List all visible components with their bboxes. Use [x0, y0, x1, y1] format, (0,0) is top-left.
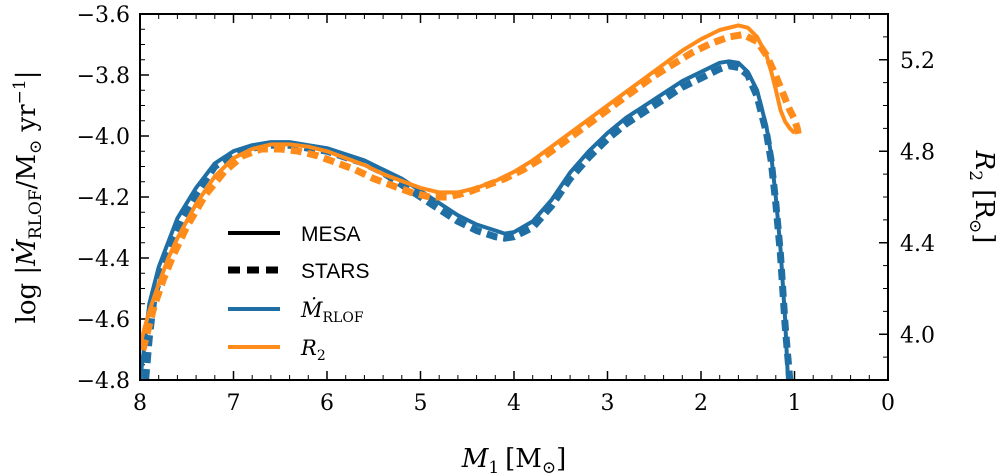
- x-tick-label: 1: [788, 391, 802, 416]
- y-left-tick-label: −3.8: [77, 64, 130, 89]
- x-tick-label: 5: [414, 391, 428, 416]
- series-line-3: [140, 31, 803, 352]
- y-axis-left-title: log |ṀRLOF/M⊙ yr−1|: [10, 71, 46, 324]
- x-tick-label: 6: [320, 391, 334, 416]
- plot-frame: [139, 13, 889, 381]
- x-tick-label: 7: [227, 391, 241, 416]
- y-left-tick-label: −4.4: [77, 247, 130, 272]
- y-left-tick-label: −3.6: [77, 3, 130, 28]
- legend-label-stars: STARS: [301, 260, 369, 283]
- y-axis-right-title: R2 [R⊙]: [965, 150, 999, 244]
- legend-label-r2: R2: [300, 336, 326, 364]
- x-tick-label: 3: [601, 391, 615, 416]
- series-lines: [140, 23, 803, 380]
- y-left-tick-label: −4.6: [77, 308, 130, 333]
- x-axis-title: M1 [M⊙]: [461, 444, 567, 475]
- tick-labels: 8 7 6 5 4 3 2 1 0 −3.6 −3.8 −4.0 −4.2 −4.4 −4.6 −4.8 5.2…: [77, 3, 935, 416]
- y-right-tick-label: 4.4: [900, 232, 935, 257]
- y-right-tick-label: 5.2: [900, 49, 935, 74]
- x-tick-label: 0: [881, 391, 895, 416]
- x-tick-label: 2: [694, 391, 708, 416]
- series-line-1: [142, 62, 794, 380]
- legend: MESA STARS ṀRLOF R2: [228, 223, 369, 364]
- y-right-tick-label: 4.0: [900, 323, 935, 348]
- x-tick-label: 8: [133, 391, 147, 416]
- y-left-tick-label: −4.0: [77, 125, 130, 150]
- y-left-tick-label: −4.8: [77, 369, 130, 394]
- y-left-tick-label: −4.2: [77, 186, 130, 211]
- legend-label-mdot: ṀRLOF: [300, 298, 364, 326]
- x-tick-label: 4: [507, 391, 521, 416]
- legend-label-mesa: MESA: [301, 223, 361, 246]
- y-right-tick-label: 4.8: [900, 140, 935, 165]
